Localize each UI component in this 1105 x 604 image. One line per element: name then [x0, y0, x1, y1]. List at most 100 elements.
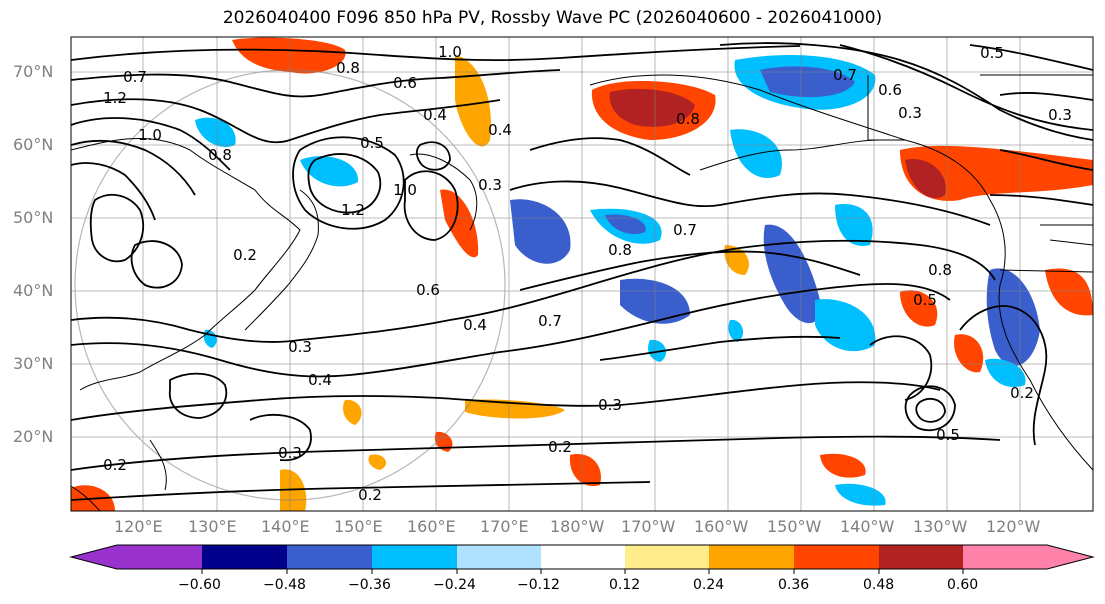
colorbar-segment: [372, 545, 457, 569]
colorbar-segment: [963, 545, 1047, 569]
positive-anomaly: [900, 290, 938, 327]
contour-label: 0.2: [548, 438, 572, 456]
lon-label: 160°W: [694, 517, 749, 536]
contour-label: 0.5: [936, 426, 960, 444]
contour-label: 0.2: [103, 456, 127, 474]
negative-anomaly: [728, 319, 744, 342]
colorbar-extend-high: [1047, 545, 1093, 569]
lat-label: 40°N: [13, 281, 54, 300]
positive-anomaly: [820, 453, 866, 478]
colorbar-segment: [794, 545, 879, 569]
contour-label: 0.7: [673, 221, 697, 239]
contour-label: 0.5: [360, 134, 384, 152]
contour-label: 0.2: [358, 486, 382, 504]
positive-anomaly: [609, 88, 695, 127]
negative-anomaly: [605, 214, 646, 235]
colorbar-tick-label: 0.48: [863, 577, 895, 593]
contour-label: 0.3: [1048, 106, 1072, 124]
contour-label: 0.7: [538, 312, 562, 330]
contour-labels: 1.0 0.8 0.5 0.7 0.6 0.3 0.4 0.7 0.6 0.3 …: [103, 43, 1072, 504]
contour-label: 0.8: [608, 241, 632, 259]
lon-label: 130°W: [913, 517, 968, 536]
positive-anomaly: [954, 334, 984, 373]
positive-anomaly: [905, 159, 946, 199]
contour-label: 1.2: [103, 89, 127, 107]
positive-anomaly: [569, 454, 601, 487]
contour-label: 0.6: [878, 81, 902, 99]
colorbar-segment: [457, 545, 541, 569]
lat-label: 60°N: [13, 135, 54, 154]
contour-label: 0.2: [233, 246, 257, 264]
negative-anomaly: [835, 483, 886, 506]
colorbar-segment: [202, 545, 287, 569]
contour-label: 1.0: [138, 126, 162, 144]
lon-label: 170°W: [621, 517, 676, 536]
colorbar-tick-label: −0.24: [433, 577, 476, 593]
negative-anomaly: [835, 204, 873, 246]
contour-label: 0.4: [423, 106, 447, 124]
contour-label: 0.7: [123, 68, 147, 86]
pv-contours: [71, 42, 1093, 501]
contour-label: 0.6: [416, 281, 440, 299]
colorbar-segment: [625, 545, 709, 569]
coastlines: [71, 74, 1093, 511]
lon-label: 170°E: [480, 517, 529, 536]
positive-anomaly: [455, 55, 491, 147]
negative-anomaly: [300, 156, 359, 187]
colorbar-segment: [879, 545, 963, 569]
negative-anomaly: [763, 224, 821, 324]
colorbar-tick-label: −0.48: [263, 577, 306, 593]
contour-label: 0.3: [598, 396, 622, 414]
lon-label: 120°W: [986, 517, 1041, 536]
positive-anomaly: [232, 37, 346, 74]
positive-anomaly: [368, 454, 387, 470]
contour-label: 0.8: [336, 59, 360, 77]
contour-label: 0.4: [463, 316, 487, 334]
contour-label: 1.0: [393, 181, 417, 199]
negative-anomaly: [195, 117, 236, 148]
colorbar-tick-label: −0.36: [348, 577, 391, 593]
negative-anomaly: [986, 268, 1040, 367]
contour-label: 0.8: [208, 146, 232, 164]
negative-anomaly: [985, 358, 1026, 388]
positive-anomaly: [343, 399, 362, 425]
colorbar-segment: [117, 545, 202, 569]
contour-label: 0.5: [980, 44, 1004, 62]
contour-label: 1.0: [438, 43, 462, 61]
contour-label: 1.2: [341, 201, 365, 219]
positive-anomaly: [440, 189, 479, 258]
lon-label: 140°E: [261, 517, 310, 536]
lat-label: 30°N: [13, 354, 54, 373]
contour-label: 0.4: [308, 371, 332, 389]
contour-label: 0.8: [928, 261, 952, 279]
colorbar-tick-label: 0.60: [947, 577, 979, 593]
lat-label: 70°N: [13, 62, 54, 81]
colorbar: [69, 544, 1095, 574]
contour-label: 0.4: [488, 121, 512, 139]
colorbar-outline: [69, 544, 1095, 570]
lon-label: 160°E: [407, 517, 456, 536]
lon-label: 180°W: [550, 517, 605, 536]
contour-label: 0.3: [898, 104, 922, 122]
colorbar-segment: [541, 545, 625, 569]
lon-label: 150°W: [767, 517, 822, 536]
colorbar-tick-label: −0.12: [517, 577, 560, 593]
contour-label: 0.5: [913, 291, 937, 309]
map-border: [70, 36, 1094, 512]
colorbar-tick-label: −0.60: [178, 577, 221, 593]
colorbar-segment: [287, 545, 372, 569]
lat-label: 20°N: [13, 427, 54, 446]
colorbar-tick-label: 0.24: [693, 577, 725, 593]
contour-label: 0.2: [1010, 384, 1034, 402]
colorbar-segment: [709, 545, 794, 569]
positive-anomaly: [1045, 268, 1093, 316]
lon-label: 150°E: [334, 517, 383, 536]
lat-label: 50°N: [13, 208, 54, 227]
colorbar-extend-low: [71, 545, 117, 569]
contour-label: 0.3: [478, 176, 502, 194]
contour-label: 0.6: [393, 74, 417, 92]
map-title: 2026040400 F096 850 hPa PV, Rossby Wave …: [222, 8, 883, 28]
negative-anomaly: [510, 199, 571, 264]
contour-label: 0.7: [833, 66, 857, 84]
